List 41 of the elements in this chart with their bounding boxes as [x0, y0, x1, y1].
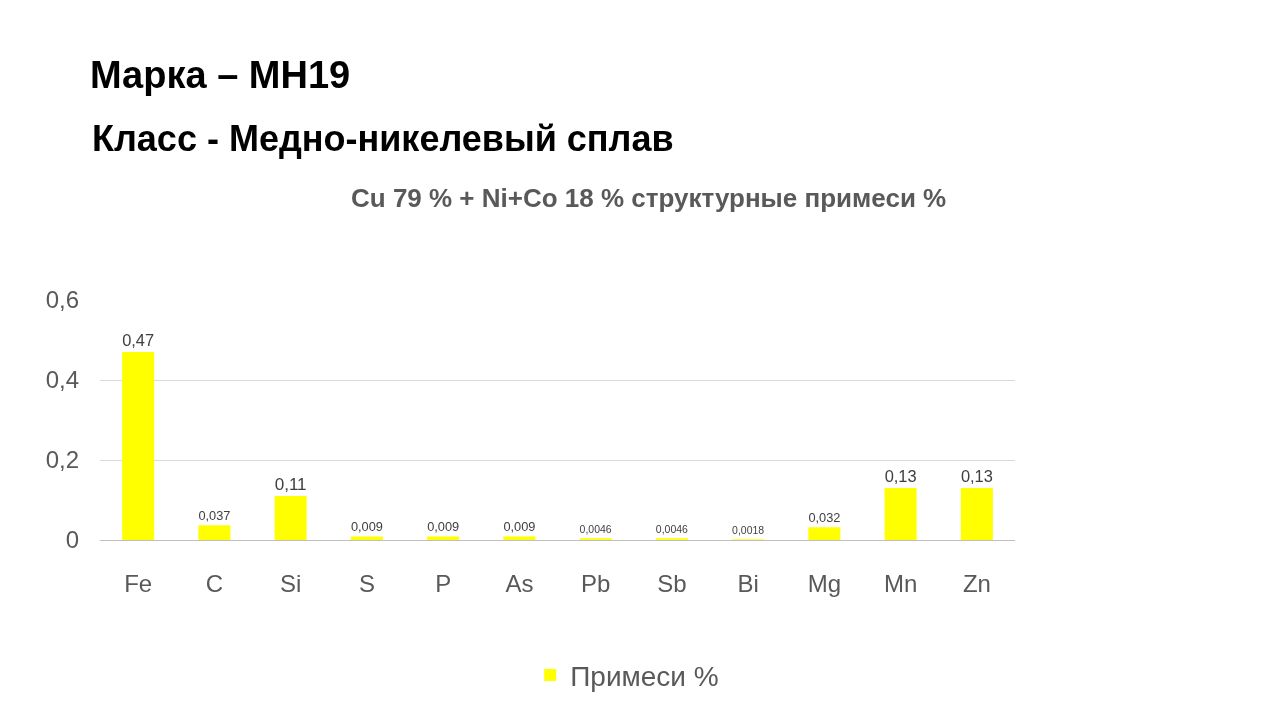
x-tick-label: Mg — [807, 569, 842, 597]
data-label: 0,009 — [350, 518, 383, 534]
x-tick-label: Pb — [580, 569, 611, 597]
data-label: 0,47 — [122, 330, 155, 349]
data-label: 0,0046 — [655, 524, 689, 536]
x-tick-label: P — [435, 569, 452, 597]
x-tick-label: Zn — [962, 569, 991, 597]
bar — [503, 536, 536, 540]
y-tick-label: 0,4 — [45, 366, 79, 394]
data-label: 0,037 — [198, 507, 231, 523]
bar — [122, 352, 155, 540]
data-label: 0,11 — [274, 474, 307, 494]
text: Cu 79 % + Ni+Co 18 % структурные примеси % — [351, 183, 947, 213]
y-tick-label: 0,2 — [45, 446, 79, 474]
data-label: 0,13 — [960, 466, 993, 485]
data-label: 0,0046 — [579, 524, 612, 536]
x-tick-label: Mn — [883, 569, 918, 597]
data-label: 0,0018 — [732, 525, 765, 537]
chart-title: Марка – МН19 — [90, 54, 351, 97]
x-tick-label: As — [505, 569, 534, 597]
data-label: 0,13 — [884, 466, 917, 485]
bar — [884, 488, 917, 540]
data-label: 0,009 — [427, 518, 460, 534]
data-label: 0,032 — [808, 509, 841, 525]
data-label: 0,009 — [503, 518, 536, 534]
x-tick-label: Sb — [657, 569, 687, 597]
bar — [960, 488, 993, 540]
bar — [274, 496, 307, 540]
chart-subtitle: Класс - Медно-никелевый сплав — [92, 118, 674, 159]
bar — [198, 525, 231, 540]
x-tick-label: S — [358, 569, 375, 597]
x-tick-label: Si — [279, 569, 302, 597]
bar — [350, 536, 383, 540]
legend-label: Примеси % — [570, 660, 719, 692]
bar — [808, 527, 841, 540]
x-tick-label: Bi — [737, 569, 759, 597]
y-tick-label: 0 — [65, 526, 79, 554]
bar — [427, 536, 460, 540]
x-tick-label: C — [205, 569, 224, 597]
y-tick-label: 0,6 — [45, 286, 79, 314]
x-tick-label: Fe — [124, 569, 153, 597]
